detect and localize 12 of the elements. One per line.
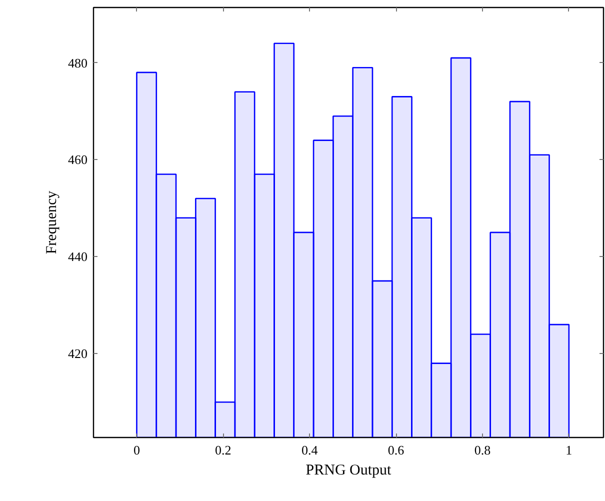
y-tick-label: 460 <box>68 152 88 168</box>
x-tick-label: 0.2 <box>215 442 232 458</box>
x-tick-label: 0 <box>133 442 140 458</box>
y-axis-title: Frequency <box>44 190 60 254</box>
x-axis-title: PRNG Output <box>306 462 392 478</box>
x-tick-label: 0.8 <box>474 442 491 458</box>
y-tick-label: 420 <box>68 346 88 362</box>
y-tick-label: 480 <box>68 55 88 70</box>
x-tick-label: 1 <box>566 442 572 458</box>
y-tick-label: 440 <box>68 249 88 264</box>
x-tick-label: 0.6 <box>388 442 405 458</box>
x-tick-label: 0.4 <box>301 442 318 458</box>
